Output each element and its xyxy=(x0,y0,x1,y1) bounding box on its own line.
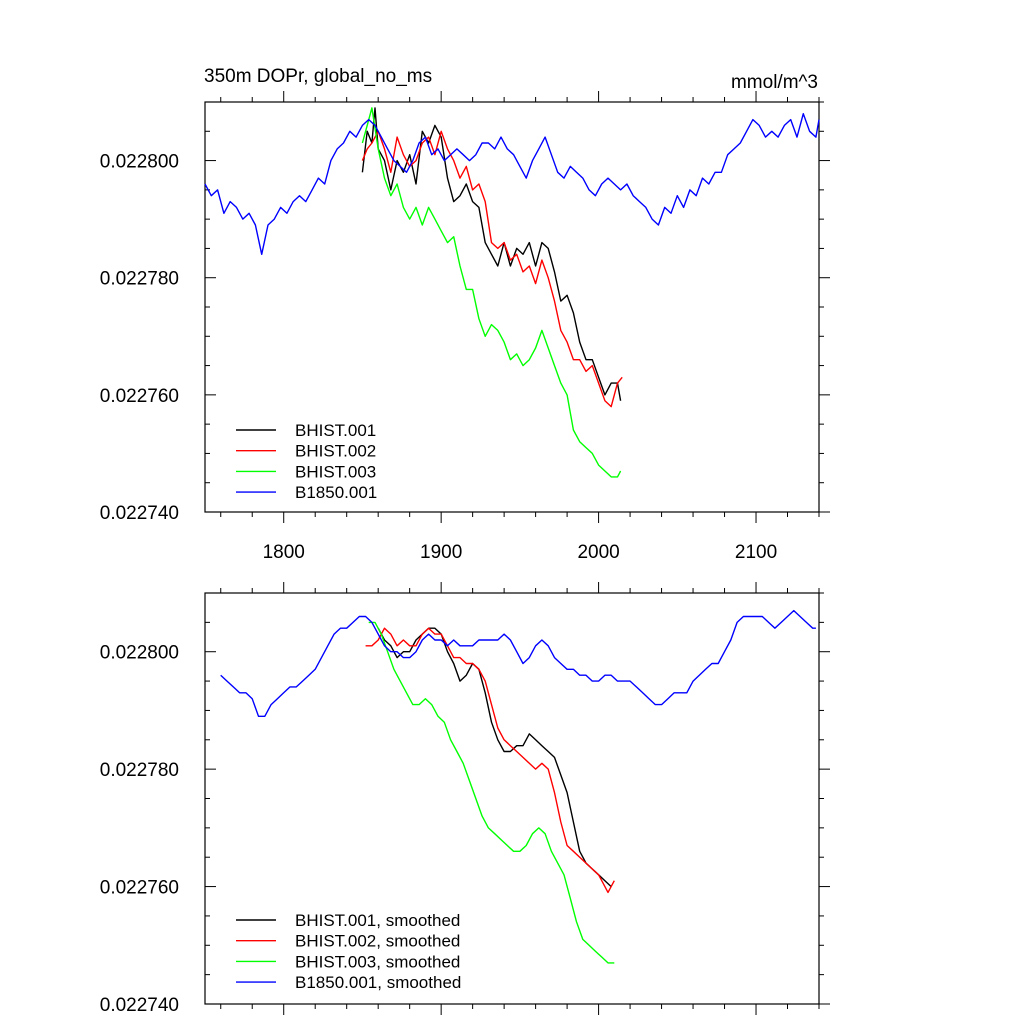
y-tick-label: 0.022800 xyxy=(100,643,179,664)
legend-label: BHIST.003, smoothed xyxy=(295,952,460,971)
legend-label: BHIST.001 xyxy=(295,421,376,440)
legend-label: B1850.001 xyxy=(295,483,377,502)
series-line-bhist-002-smoothed xyxy=(365,627,615,894)
x-tick-label: 2100 xyxy=(735,542,777,563)
top-panel: 1800 1900 2000 2100 0.022740 0.022760 0.022780… xyxy=(100,91,830,563)
legend-label: BHIST.001, smoothed xyxy=(295,911,460,930)
legend-label: BHIST.003 xyxy=(295,462,376,481)
y-tick-label: 0.022760 xyxy=(100,878,179,899)
x-tick-label: 1800 xyxy=(263,542,305,563)
y-tick-label: 0.022740 xyxy=(100,995,179,1016)
bottom-panel: 0.022740 0.022760 0.022780 0.022800 BHIST.00… xyxy=(100,582,830,1016)
series-line-bhist-003-smoothed xyxy=(368,621,615,964)
legend-label: BHIST.002 xyxy=(295,442,376,461)
series-line-b1850-001 xyxy=(204,113,820,255)
series-line-bhist-002 xyxy=(361,130,623,408)
y-tick-label: 0.022740 xyxy=(100,503,179,524)
series-line-bhist-001-smoothed xyxy=(377,627,612,888)
series-line-b1850-001-smoothed xyxy=(220,609,816,717)
x-tick-label: 1900 xyxy=(420,542,462,563)
x-tick-label: 2000 xyxy=(577,542,619,563)
y-tick-label: 0.022760 xyxy=(100,386,179,407)
legend-label: B1850.001, smoothed xyxy=(295,973,461,992)
series-line-bhist-001 xyxy=(361,107,622,401)
series-line-bhist-003 xyxy=(361,107,622,478)
legend-label: BHIST.002, smoothed xyxy=(295,932,460,951)
figure-title: 350m DOPr, global_no_ms xyxy=(204,66,432,87)
y-tick-label: 0.022780 xyxy=(100,760,179,781)
figure-units: mmol/m^3 xyxy=(731,72,818,93)
y-tick-label: 0.022800 xyxy=(100,152,179,173)
y-tick-label: 0.022780 xyxy=(100,269,179,290)
